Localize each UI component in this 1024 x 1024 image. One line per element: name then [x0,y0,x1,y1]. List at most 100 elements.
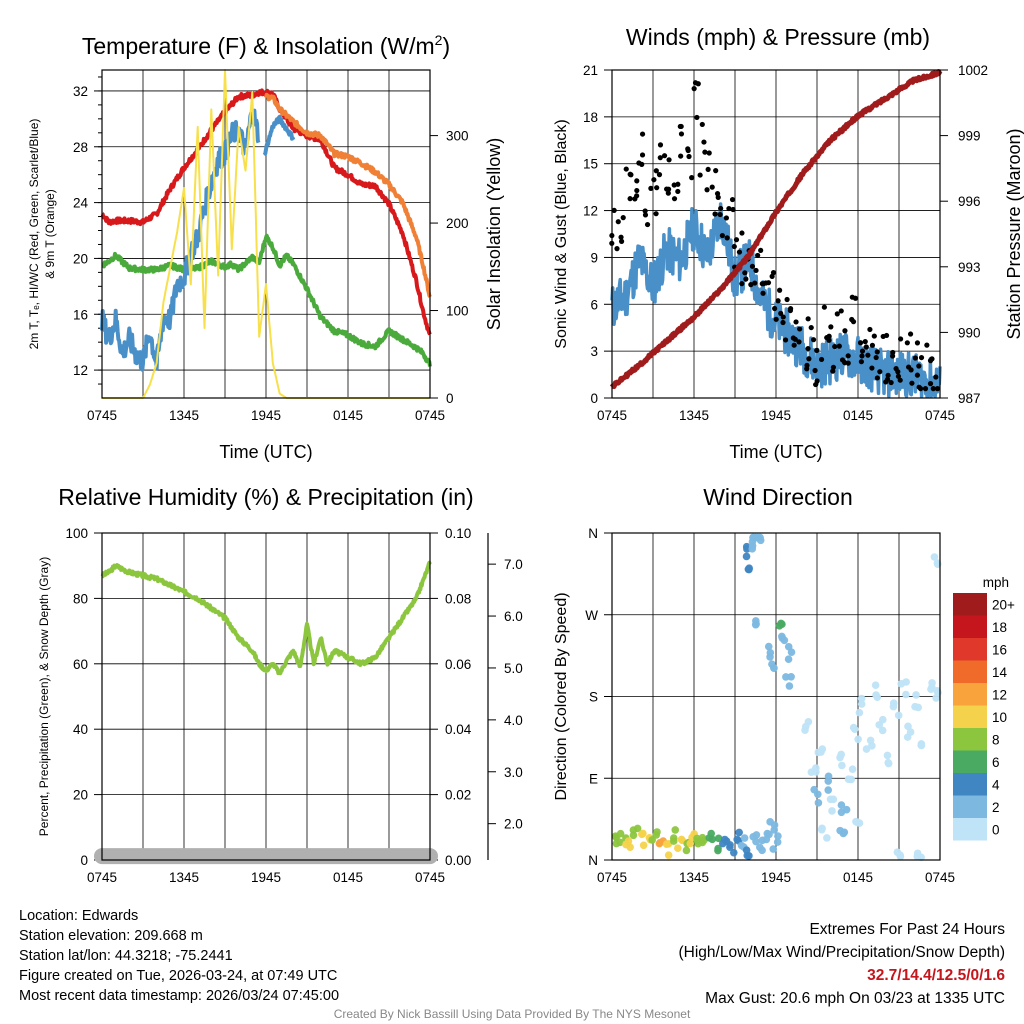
direction-point [850,725,859,734]
gust-point [895,369,901,375]
gust-point [770,270,777,276]
direction-point [933,687,941,695]
direction-point [785,682,794,690]
extremes-title: Extremes For Past 24 Hours [809,921,1005,938]
gust-point [842,328,848,334]
direction-point [857,700,866,708]
x-tick-label: 0745 [87,408,117,423]
direction-point [784,642,793,651]
gust-point [623,166,629,172]
elevation-text: Station elevation: 209.668 m [19,928,203,944]
x-tick-label: 0745 [925,870,955,885]
max-gust-text: Max Gust: 20.6 mph On 03/23 at 1335 UTC [705,990,1005,1007]
direction-point [927,685,935,693]
y-tick-label: N [588,526,598,541]
y-tick-label: 28 [73,140,88,155]
gust-point [832,343,838,350]
x-axis-label: Time (UTC) [729,442,822,462]
direction-point [854,735,862,744]
direction-point [787,673,795,681]
x-tick-label: 1945 [761,408,791,423]
direction-point [837,801,846,809]
gust-point [661,153,668,159]
colorbar-label: 18 [992,620,1007,635]
gust-point [706,150,712,156]
direction-point [778,632,786,641]
extremes-info: Extremes For Past 24 Hours (High/Low/Max… [679,918,1006,1010]
direction-point [629,831,638,840]
colorbar-title: mph [983,575,1009,590]
direction-point [828,807,836,815]
direction-point [818,745,827,753]
chart-title: Relative Humidity (%) & Precipitation (i… [58,484,473,510]
gust-point [671,196,678,202]
direction-point [770,821,779,829]
gust-point [828,324,834,330]
created-text: Figure created on Tue, 2026-03-24, at 07… [19,968,338,984]
gust-point [867,326,873,333]
y2-axis-label: Solar Insolation (Yellow) [484,138,504,330]
gust-point [675,188,681,195]
direction-point [933,559,942,567]
y-axis-label: Sonic Wind & Gust (Blue, Black) [553,119,570,348]
direction-point [814,790,822,799]
gust-point [712,211,718,217]
direction-point [855,708,864,717]
direction-point [686,839,695,848]
y2-tick-label: 987 [958,391,981,406]
gust-point [657,142,664,148]
gust-point [773,316,779,322]
credit-text: Created By Nick Bassill Using Data Provi… [333,1007,691,1021]
colorbar-swatch [953,795,987,818]
gust-point [760,290,766,296]
direction-point [912,691,920,699]
gust-point [686,153,692,160]
gust-point [642,208,648,214]
series-wind-chill-evening- [262,114,296,156]
direction-point [844,775,853,784]
x-tick-label: 1945 [251,408,281,423]
x-tick-label: 0745 [597,870,627,885]
series-line [100,108,261,372]
direction-point [770,664,778,672]
y-tick-label: 100 [65,526,88,541]
y2-tick-label: 300 [446,129,469,144]
direction-point [752,831,761,839]
direction-point [852,817,860,826]
gust-point [733,237,740,243]
x-tick-label: 0145 [843,408,873,423]
direction-point [626,843,634,851]
gust-point [729,196,736,203]
y2-tick-label: 0.02 [445,788,471,803]
y-axis-label: Direction (Colored By Speed) [553,592,570,800]
series-dew-point [100,233,432,367]
y3-tick-label: 3.0 [504,765,523,780]
gust-point [614,246,620,252]
series-gust [609,80,941,392]
gust-point [924,342,930,348]
winds-panel: 0745 1345 1945 0145 0745 0 3 6 9 12 15 18 21 987 990 99… [553,24,1024,462]
gust-point [929,356,935,362]
y2-tick-label: 993 [958,260,981,275]
direction-point [633,824,642,833]
gust-point [731,243,737,250]
series-line [610,202,942,399]
y-tick-label: 6 [590,297,598,312]
direction-point [714,844,722,853]
gust-point [671,182,677,188]
y-tick-label: 18 [583,110,598,125]
gust-point [694,114,700,121]
extremes-values: 32.7/14.4/12.5/0/1.6 [867,967,1005,984]
gust-point [639,131,646,137]
direction-point [889,702,898,711]
direction-point [917,741,925,749]
x-tick-label: 0145 [333,870,363,885]
colorbar-swatch [953,750,987,773]
y3-tick-label: 6.0 [504,609,523,624]
gust-point [904,340,910,346]
direction-point [742,846,751,854]
gust-point [908,367,914,373]
x-tick-label: 1945 [251,870,281,885]
plot-frame [611,532,941,861]
gust-point [805,345,811,352]
